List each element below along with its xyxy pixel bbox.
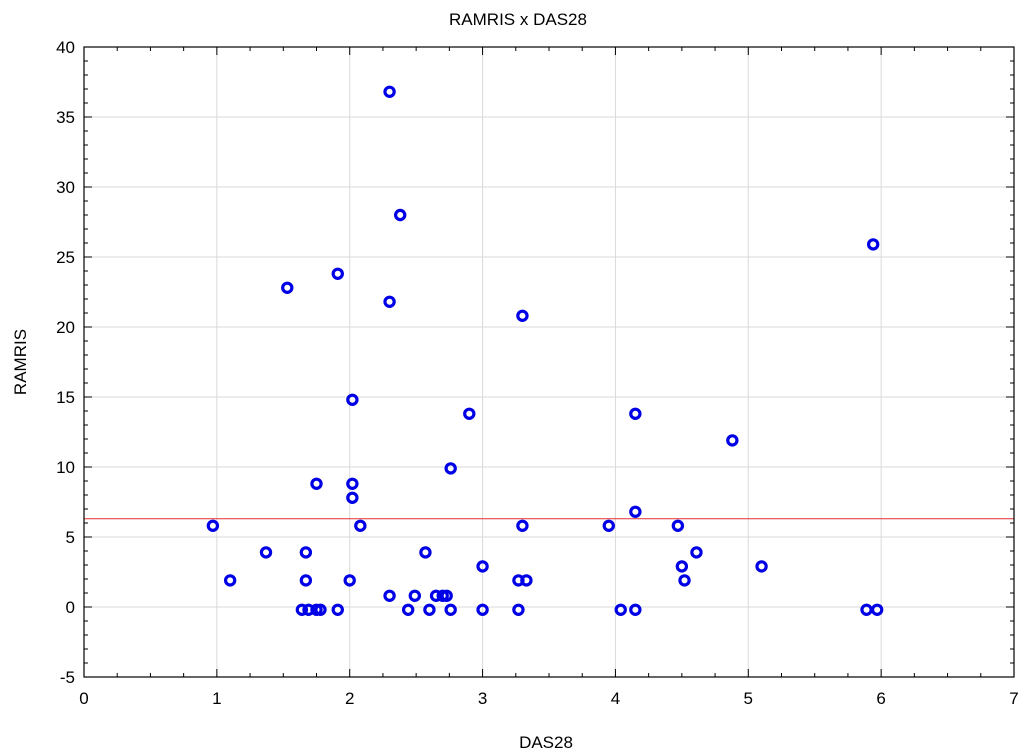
data-point xyxy=(516,309,529,322)
data-point xyxy=(383,589,396,603)
x-tick-label: 2 xyxy=(345,689,354,708)
data-point xyxy=(866,238,880,251)
data-point xyxy=(629,407,642,420)
data-point xyxy=(671,519,685,533)
data-point xyxy=(331,603,344,617)
data-point xyxy=(206,519,220,533)
data-point xyxy=(331,267,344,280)
x-tick-label: 4 xyxy=(611,689,620,708)
chart-title: RAMRIS x DAS28 xyxy=(449,10,587,29)
x-tick-label: 1 xyxy=(212,689,221,708)
data-point xyxy=(444,462,457,475)
data-point xyxy=(440,589,453,603)
data-point xyxy=(346,393,359,406)
x-tick-label: 3 xyxy=(478,689,487,708)
data-point xyxy=(516,519,529,533)
x-tick-label: 6 xyxy=(876,689,885,708)
data-point xyxy=(401,603,415,617)
data-point xyxy=(299,574,313,587)
x-tick-label: 0 xyxy=(79,689,88,708)
data-point xyxy=(408,589,422,603)
data-point xyxy=(223,574,237,587)
data-point xyxy=(629,505,642,518)
data-point xyxy=(870,603,884,617)
x-tick-label: 7 xyxy=(1009,689,1018,708)
data-point xyxy=(512,603,525,617)
data-point xyxy=(675,560,689,573)
y-tick-label: 5 xyxy=(66,528,75,547)
data-point xyxy=(463,407,476,420)
data-point xyxy=(419,546,432,559)
data-point xyxy=(354,519,367,533)
data-point xyxy=(602,519,615,533)
data-point xyxy=(394,208,407,222)
data-point xyxy=(629,603,642,617)
data-point xyxy=(755,560,768,573)
data-point xyxy=(476,560,489,573)
y-tick-label: 0 xyxy=(66,598,75,617)
data-point xyxy=(346,477,359,490)
data-point xyxy=(383,295,396,308)
y-axis-label: RAMRIS xyxy=(11,329,30,395)
plot-frame xyxy=(83,46,1015,678)
points-layer xyxy=(206,85,884,617)
data-point xyxy=(860,603,873,617)
data-point xyxy=(614,603,627,617)
data-point xyxy=(383,85,396,99)
y-tick-label: 30 xyxy=(56,178,75,197)
data-point xyxy=(476,603,489,617)
data-point xyxy=(444,603,457,617)
data-point xyxy=(259,546,273,559)
data-point xyxy=(299,546,313,559)
data-point xyxy=(343,574,356,587)
data-point xyxy=(346,491,359,504)
data-point xyxy=(690,546,703,559)
y-tick-label: 10 xyxy=(56,458,75,477)
y-tick-label: -5 xyxy=(60,668,75,687)
data-point xyxy=(520,574,533,587)
grid-layer xyxy=(84,47,1014,677)
y-tick-label: 15 xyxy=(56,388,75,407)
y-tick-label: 20 xyxy=(56,318,75,337)
y-tick-label: 35 xyxy=(56,108,75,127)
y-tick-label: 40 xyxy=(56,38,75,57)
data-point xyxy=(281,281,294,294)
data-point xyxy=(310,477,323,490)
data-point xyxy=(295,603,309,617)
data-point xyxy=(423,603,436,617)
data-point xyxy=(678,574,691,587)
x-axis-label: DAS28 xyxy=(519,733,573,752)
data-point xyxy=(314,603,327,617)
data-point xyxy=(726,434,739,447)
x-tick-label: 5 xyxy=(744,689,753,708)
y-tick-label: 25 xyxy=(56,248,75,267)
